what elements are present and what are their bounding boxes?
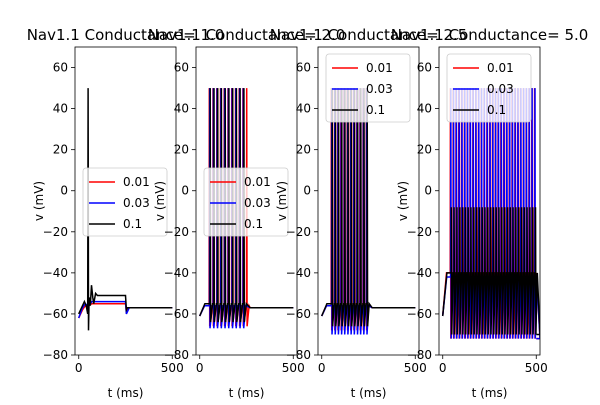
series-line-0.1: [199, 88, 294, 323]
x-axis-label: t (ms): [108, 386, 144, 400]
y-tick-label: −40: [286, 266, 311, 280]
y-tick-label: 20: [296, 143, 311, 157]
y-tick-label: 20: [417, 143, 432, 157]
legend-label: 0.03: [123, 196, 150, 210]
y-tick-label: −60: [164, 307, 189, 321]
y-axis-label: v (mV): [153, 181, 167, 221]
panel-2: −80 −60 −40 −20 0 20 40 60 0 500 t (ms) v (mV) Nav1.…: [148, 26, 346, 400]
x-axis-label: t (ms): [351, 386, 387, 400]
x-tick-label: 500: [404, 361, 427, 375]
x-tick-label: 500: [525, 361, 548, 375]
x-axis-label: t (ms): [229, 386, 265, 400]
y-tick-label: 0: [181, 184, 189, 198]
panel-1: −80 −60 −40 −20 0 20 40 60 0 500 t (ms) v (mV) Nav1.…: [27, 26, 225, 400]
y-tick-label: −60: [43, 307, 68, 321]
y-tick-label: −40: [43, 266, 68, 280]
legend-label: 0.01: [366, 61, 393, 75]
x-tick-label: 500: [282, 361, 305, 375]
y-tick-label: 40: [174, 102, 189, 116]
y-tick-label: 20: [174, 143, 189, 157]
y-tick-label: 40: [417, 102, 432, 116]
series-line-0.1: [321, 88, 416, 327]
legend-label: 0.01: [487, 61, 514, 75]
y-tick-label: 0: [303, 184, 311, 198]
x-tick-label: 0: [196, 361, 204, 375]
y-axis-label: v (mV): [396, 181, 410, 221]
plot-frame: [317, 46, 420, 356]
plot-frame: [438, 46, 541, 356]
legend-label: 0.1: [487, 103, 506, 117]
y-tick-label: 60: [174, 61, 189, 75]
y-tick-label: −60: [407, 307, 432, 321]
chart-title: Nav1.1 Conductance= 2.0: [148, 26, 346, 44]
y-tick-label: −20: [407, 225, 432, 239]
y-tick-label: −20: [164, 225, 189, 239]
x-tick-label: 500: [161, 361, 184, 375]
y-tick-label: 60: [53, 61, 68, 75]
legend-label: 0.1: [123, 217, 142, 231]
chart-title: Nav1.1 Conductance= 2.5: [270, 26, 468, 44]
chart-title: Nav1.1 Conductance= 5.0: [391, 26, 589, 44]
y-tick-label: −80: [286, 348, 311, 362]
legend-box: [203, 167, 289, 237]
y-tick-label: 0: [60, 184, 68, 198]
y-tick-label: 40: [296, 102, 311, 116]
y-tick-label: 0: [424, 184, 432, 198]
y-tick-label: 60: [296, 61, 311, 75]
y-tick-label: −80: [43, 348, 68, 362]
panel-3: −80 −60 −40 −20 0 20 40 60 0 500 t (ms) v (mV) Nav1.…: [270, 26, 468, 400]
x-tick-label: 0: [439, 361, 447, 375]
y-tick-label: −20: [286, 225, 311, 239]
y-tick-label: −80: [164, 348, 189, 362]
legend-box: [446, 53, 532, 123]
x-tick-label: 0: [75, 361, 83, 375]
plot-frame: [195, 46, 298, 356]
panel-4: −80 −60 −40 −20 0 20 40 60 0 500 t (ms) v (mV) Nav1.…: [391, 26, 589, 400]
y-tick-label: −80: [407, 348, 432, 362]
legend-label: 0.01: [123, 175, 150, 189]
series-line-0.1: [78, 88, 173, 331]
y-axis-label: v (mV): [275, 181, 289, 221]
plot-frame: [74, 46, 177, 356]
series-line-0.1: [441, 207, 540, 336]
y-tick-label: 40: [53, 102, 68, 116]
y-tick-label: −40: [164, 266, 189, 280]
y-tick-label: −20: [43, 225, 68, 239]
legend-label: 0.03: [244, 196, 271, 210]
legend-label: 0.03: [366, 82, 393, 96]
y-tick-label: 60: [417, 61, 432, 75]
y-tick-label: −60: [286, 307, 311, 321]
y-tick-label: −40: [407, 266, 432, 280]
legend-box: [82, 167, 168, 237]
legend-box: [325, 53, 411, 123]
legend-label: 0.01: [244, 175, 271, 189]
chart-title: Nav1.1 Conductance= 1.0: [27, 26, 225, 44]
y-tick-label: 20: [53, 143, 68, 157]
y-axis-label: v (mV): [32, 181, 46, 221]
legend-label: 0.1: [366, 103, 385, 117]
legend-label: 0.1: [244, 217, 263, 231]
legend-label: 0.03: [487, 82, 514, 96]
x-axis-label: t (ms): [472, 386, 508, 400]
x-tick-label: 0: [318, 361, 326, 375]
